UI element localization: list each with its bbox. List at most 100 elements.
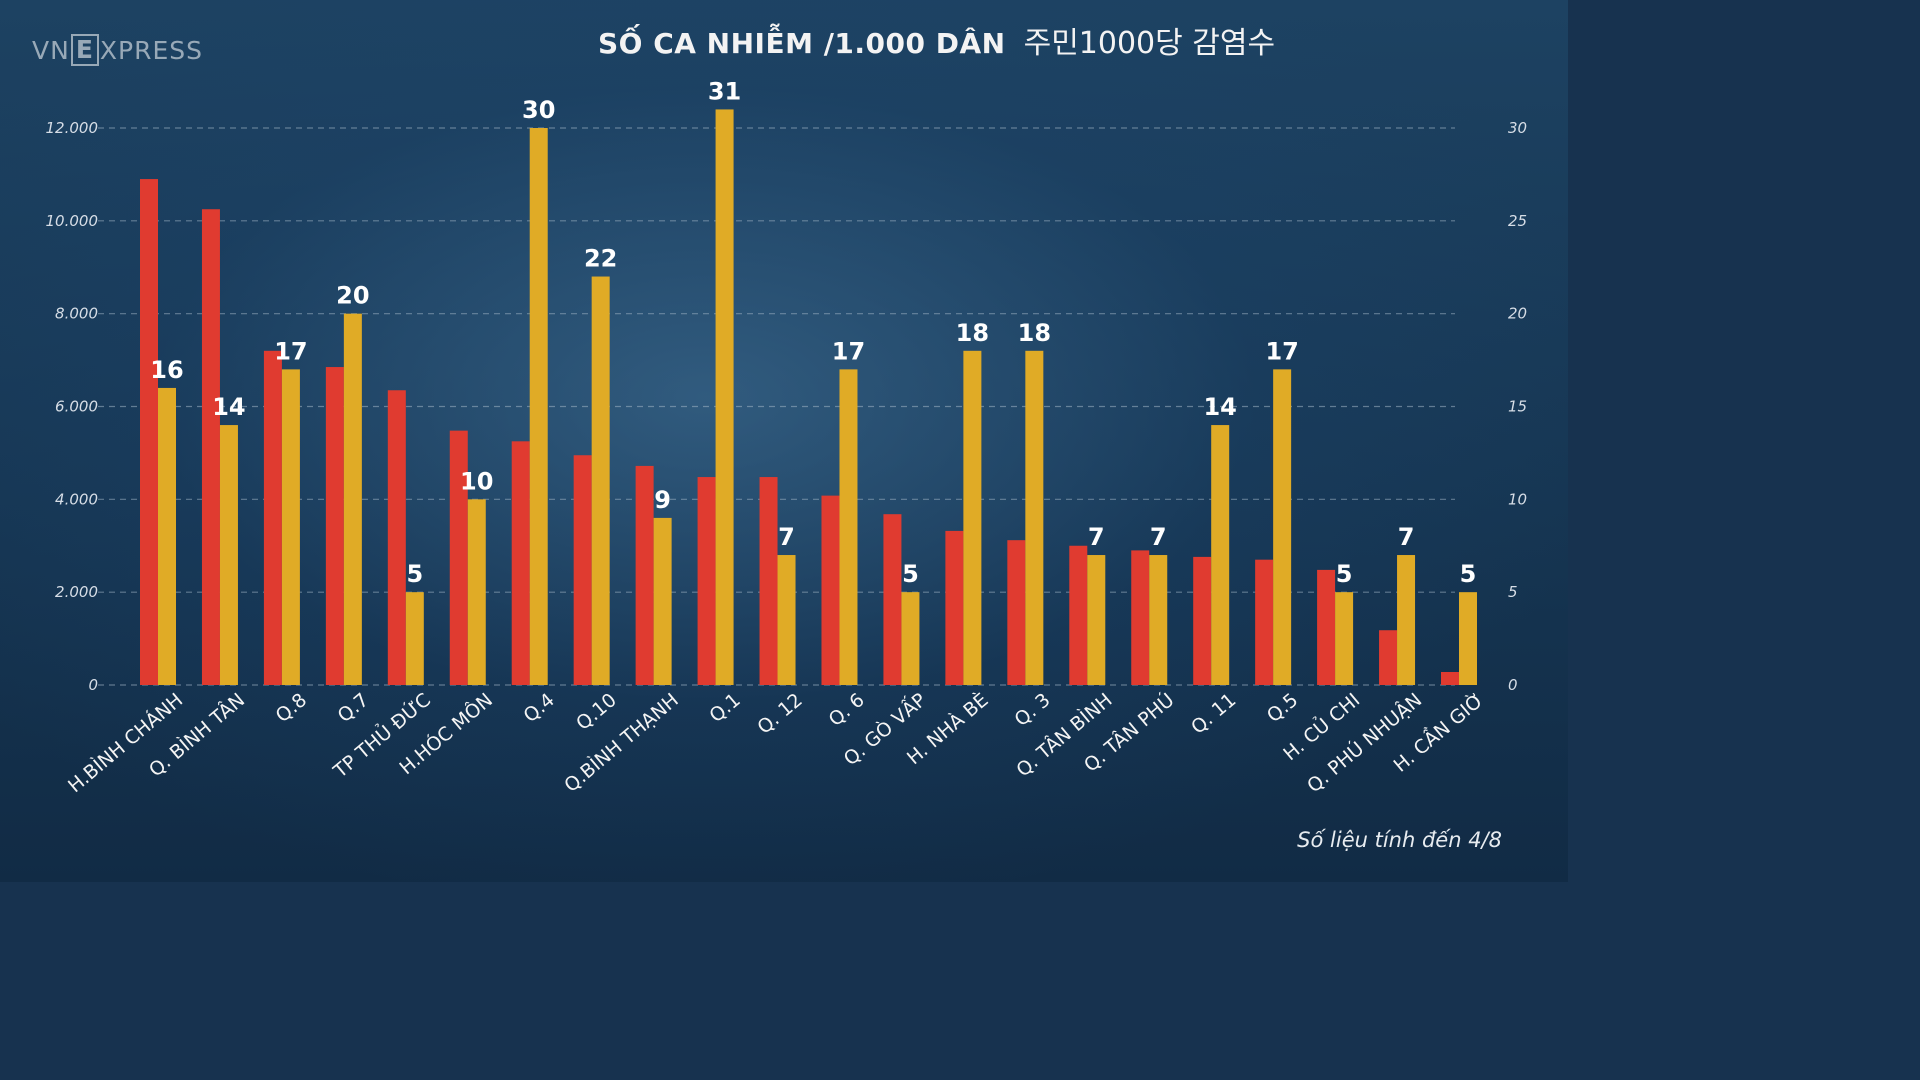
category-label: H.BÌNH CHÁNH [63,688,187,797]
bar-cases [387,390,406,685]
category-label: Q.4 [519,689,558,727]
logo-e-box: E [70,34,99,66]
bar-cases [1193,556,1212,685]
bar-per-1000 [467,499,486,685]
bar-per-1000 [777,555,796,685]
chart-title-ko: 주민1000당 감염수 [1023,26,1276,61]
category-label: Q.8 [272,689,311,727]
y-right-tick-label: 30 [1508,119,1527,137]
bar-cases [821,495,840,685]
bar-per-1000 [281,369,300,685]
category-label: Q. 12 [753,689,806,739]
data-label-per-1000: 18 [1018,319,1051,347]
bar-cases [759,477,778,685]
bar-cases [697,477,716,685]
data-label-per-1000: 17 [274,337,307,365]
bar-per-1000 [529,128,548,685]
bar-cases [635,465,654,685]
data-label-per-1000: 7 [778,523,795,551]
y-left-tick-label: 0 [88,676,98,694]
bar-cases [325,367,344,685]
y-right-tick-label: 20 [1508,305,1527,323]
data-label-per-1000: 16 [150,356,183,384]
y-left-tick-label: 10.000 [46,212,99,230]
data-label-per-1000: 17 [1265,337,1298,365]
data-label-per-1000: 7 [1398,523,1415,551]
bar-cases [449,430,468,685]
bar-cases [1069,545,1088,685]
data-label-per-1000: 22 [584,245,617,273]
bar-per-1000 [715,109,734,685]
category-label: Q. 3 [1010,689,1054,731]
data-label-per-1000: 17 [832,337,865,365]
data-label-per-1000: 14 [1203,393,1236,421]
bar-per-1000 [1149,555,1168,685]
data-label-per-1000: 20 [336,282,369,310]
bar-per-1000 [343,313,362,685]
y-left-tick-label: 12.000 [46,119,99,137]
bar-per-1000 [1459,592,1477,685]
y-right-tick-label: 10 [1508,490,1527,508]
y-right-tick-label: 0 [1508,676,1518,694]
bar-per-1000 [653,517,672,685]
bar-cases [1007,540,1026,685]
bar-cases [1317,569,1336,685]
data-label-per-1000: 7 [1150,523,1167,551]
bar-per-1000 [839,369,858,685]
vnexpress-logo: VN E XPRESS [32,34,203,66]
bar-per-1000 [1025,350,1044,685]
category-label: Q.5 [1263,689,1302,727]
data-label-per-1000: 30 [522,96,555,124]
bar-per-1000 [1335,592,1354,685]
category-label: Q.10 [572,689,621,735]
bar-per-1000 [1211,425,1230,685]
bar-per-1000 [1087,555,1106,685]
category-label: Q.BÌNH THẠNH [560,688,683,797]
bar-per-1000 [591,276,610,685]
data-label-per-1000: 18 [956,319,989,347]
chart-title: SỐ CA NHIỄM /1.000 DÂN 주민1000당 감염수 [598,18,1275,62]
y-left-tick-label: 2.000 [55,583,98,601]
bar-cases [1255,559,1274,685]
y-right-tick-label: 5 [1508,583,1518,601]
chart-canvas: VN E XPRESS SỐ CA NHIỄM /1.000 DÂN 주민1000당… [0,0,1568,882]
bar-cases [1379,630,1398,685]
bar-cases [945,530,964,685]
bar-cases [1131,550,1150,685]
y-left-tick-label: 4.000 [55,490,98,508]
data-label-per-1000: 10 [460,467,493,495]
bar-per-1000 [901,592,920,685]
bar-cases [573,455,592,685]
data-label-per-1000: 5 [406,560,423,588]
y-right-tick-label: 15 [1508,398,1527,416]
chart-title-vi: SỐ CA NHIỄM /1.000 DÂN [598,27,1006,60]
y-left-tick-label: 6.000 [55,398,98,416]
bar-per-1000 [405,592,424,685]
bar-cases [263,350,282,685]
bar-per-1000 [158,387,176,685]
bar-per-1000 [1273,369,1292,685]
bar-cases [140,179,158,685]
data-label-per-1000: 31 [708,77,741,105]
bar-per-1000 [219,425,238,685]
y-right-tick-label: 25 [1508,212,1527,230]
data-label-per-1000: 7 [1088,523,1105,551]
data-label-per-1000: 5 [1460,560,1477,588]
bar-cases [1441,672,1459,685]
data-label-per-1000: 5 [902,560,919,588]
data-date-note: Số liệu tính đến 4/8 [1297,828,1502,852]
bar-per-1000 [963,350,982,685]
bar-cases [883,514,902,685]
logo-text-post: XPRESS [99,35,203,65]
y-left-tick-label: 8.000 [55,305,98,323]
bar-cases [201,209,220,685]
data-label-per-1000: 5 [1336,560,1353,588]
data-label-per-1000: 14 [212,393,245,421]
category-label: Q.7 [334,689,373,727]
category-label: Q. 6 [825,689,869,731]
bar-cases [511,441,530,685]
bar-per-1000 [1397,555,1416,685]
data-label-per-1000: 9 [654,486,671,514]
category-label: Q. 11 [1187,689,1240,739]
logo-text-pre: VN [32,35,70,65]
